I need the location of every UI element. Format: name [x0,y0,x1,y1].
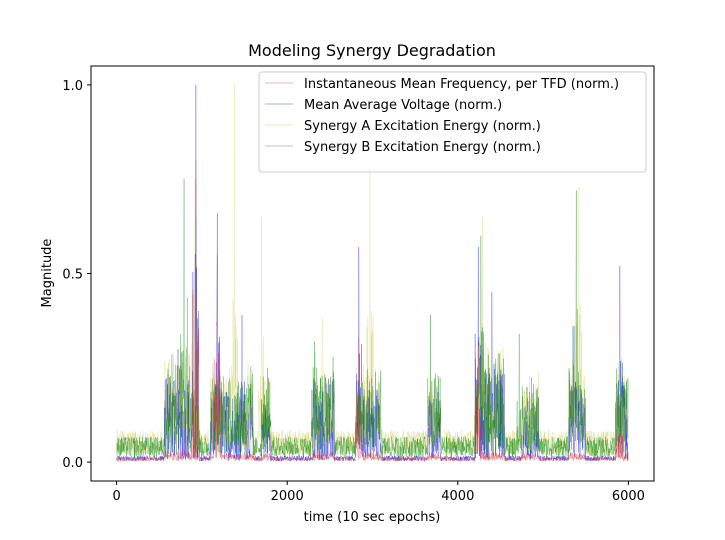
x-tick-label: 4000 [441,489,474,504]
legend-label-2: Mean Average Voltage (norm.) [304,98,502,113]
y-axis-label: Magnitude [40,239,55,308]
legend-label-3: Synergy A Excitation Energy (norm.) [304,119,541,134]
legend: Instantaneous Mean Frequency, per TFD (n… [258,71,647,173]
x-tick-label: 0 [112,489,120,504]
legend-box [258,71,647,173]
legend-label-4: Synergy B Excitation Energy (norm.) [304,140,541,155]
x-axis-ticks: 0 2000 4000 6000 [112,481,645,504]
chart-title: Modeling Synergy Degradation [248,41,496,60]
y-tick-label: 0.5 [62,268,83,283]
x-tick-label: 6000 [612,489,645,504]
y-tick-label: 0.0 [62,456,83,471]
x-tick-label: 2000 [271,489,304,504]
y-axis-ticks: 0.0 0.5 1.0 [62,79,91,471]
legend-label-1: Instantaneous Mean Frequency, per TFD (n… [304,77,619,92]
series-line-1 [116,160,629,462]
series-line-4 [116,179,629,458]
y-tick-label: 1.0 [62,79,83,94]
x-axis-label: time (10 sec epochs) [304,510,441,525]
plot-lines [116,84,629,462]
